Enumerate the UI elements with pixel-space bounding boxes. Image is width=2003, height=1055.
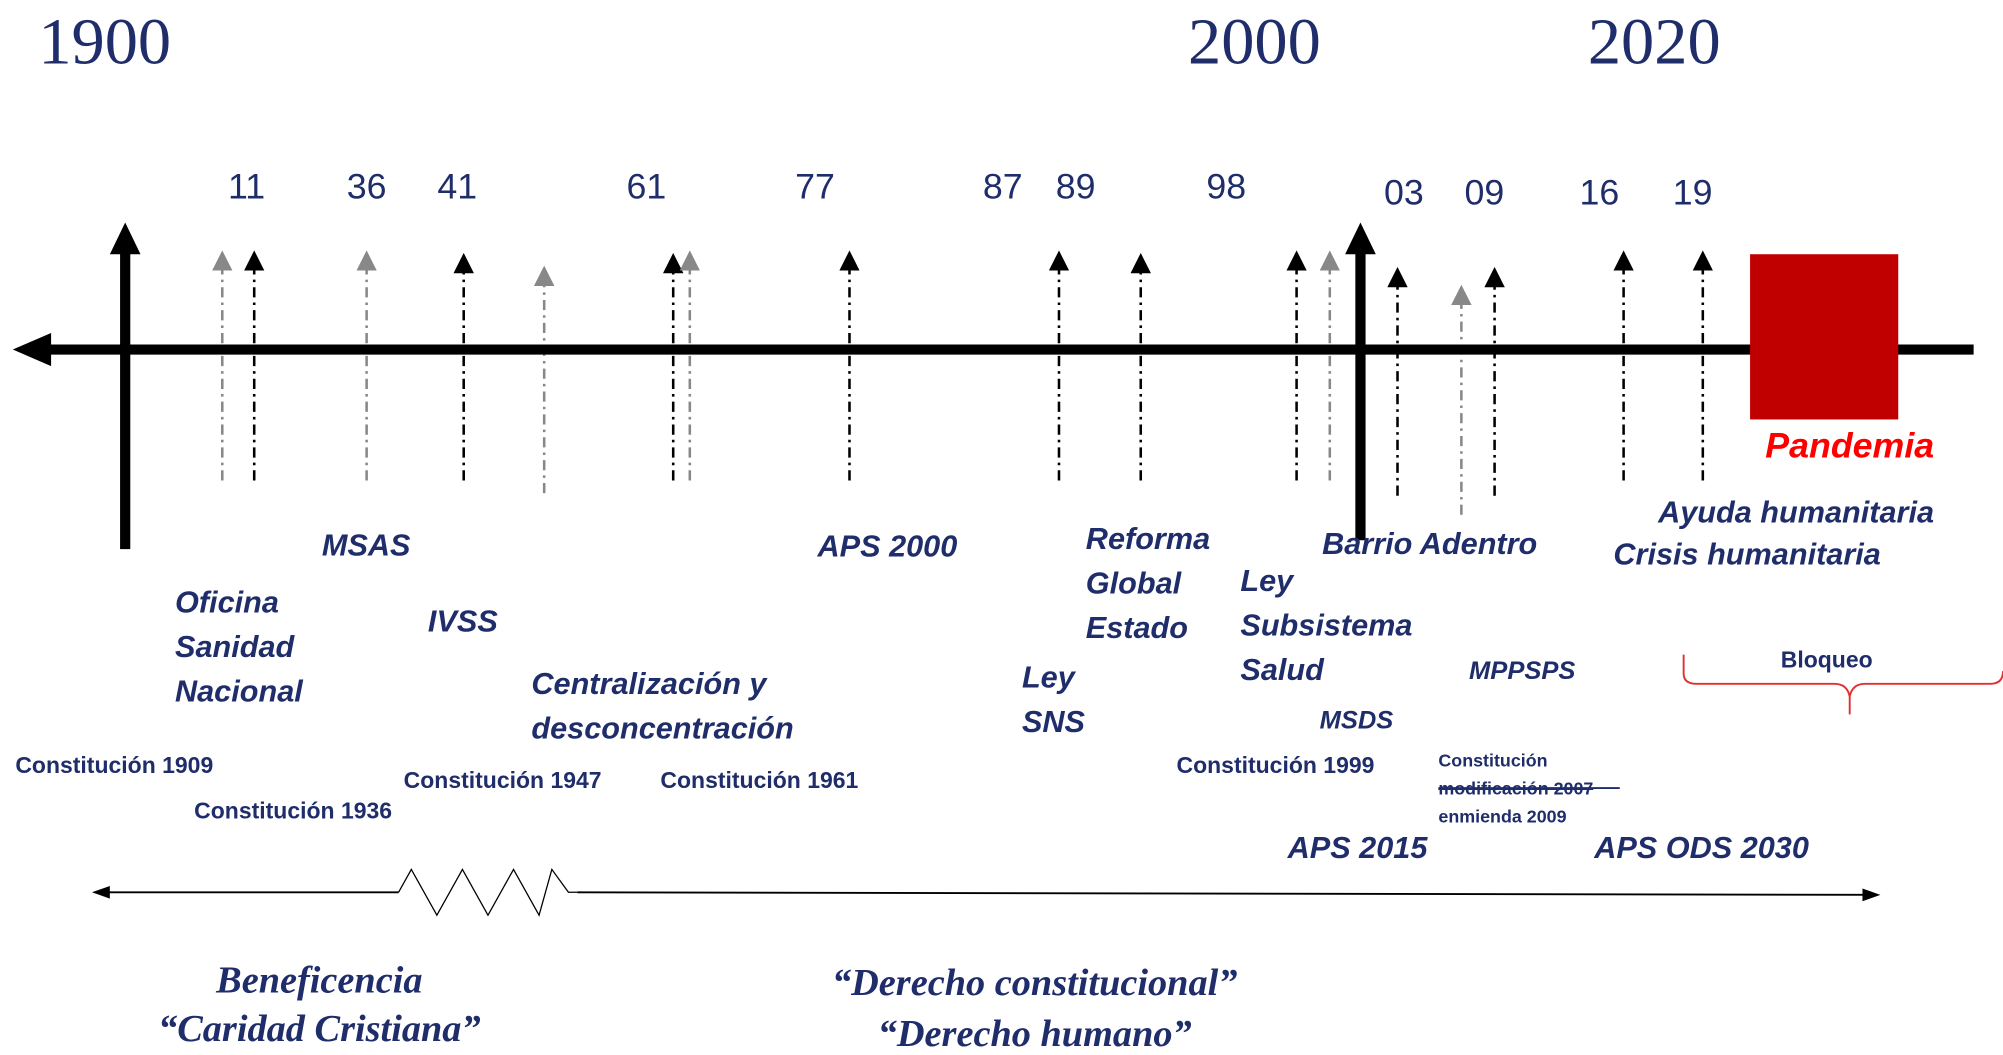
event: Sanidad bbox=[175, 630, 296, 664]
year: 19 bbox=[1673, 173, 1713, 213]
year: 36 bbox=[347, 166, 387, 206]
event: Subsistema bbox=[1240, 609, 1412, 643]
constitution: Constitución 1947 bbox=[404, 767, 602, 793]
eras: 1900 2000 2020 bbox=[38, 6, 1720, 79]
event: Nacional bbox=[175, 675, 304, 709]
year: 09 bbox=[1464, 173, 1504, 213]
event: Ley bbox=[1022, 661, 1077, 695]
event: Ley bbox=[1240, 564, 1295, 598]
period-axis bbox=[91, 867, 1881, 917]
constitution-note: Constitución bbox=[1438, 751, 1547, 771]
event: Ayuda humanitaria bbox=[1657, 495, 1934, 529]
year: 77 bbox=[795, 166, 835, 206]
event: Global bbox=[1086, 567, 1183, 601]
event: Salud bbox=[1240, 653, 1325, 687]
constitution: Constitución 1999 bbox=[1177, 752, 1375, 778]
constitution: Constitución 1936 bbox=[194, 798, 392, 824]
event: Reforma bbox=[1086, 522, 1210, 556]
period-label: Beneficencia bbox=[215, 960, 422, 1002]
constitution: Constitución 1961 bbox=[660, 767, 858, 793]
period-label: “Derecho constitucional” bbox=[832, 962, 1238, 1004]
event: MSDS bbox=[1320, 706, 1394, 734]
year: 87 bbox=[983, 166, 1023, 206]
event: IVSS bbox=[428, 605, 498, 639]
era-label: 1900 bbox=[38, 6, 171, 79]
event: Centralización y bbox=[531, 667, 768, 701]
year: 16 bbox=[1579, 173, 1619, 213]
year: 11 bbox=[228, 166, 265, 206]
era-label: 2020 bbox=[1588, 6, 1721, 79]
year: 61 bbox=[626, 166, 666, 206]
period-label: “Derecho humano” bbox=[878, 1013, 1192, 1055]
event: APS ODS 2030 bbox=[1593, 831, 1809, 865]
pandemic-label: Pandemia bbox=[1765, 426, 1934, 466]
era-label: 2000 bbox=[1188, 6, 1321, 79]
event: Bloqueo bbox=[1781, 646, 1873, 672]
event: MPPSPS bbox=[1469, 657, 1575, 685]
event: Crisis humanitaria bbox=[1613, 537, 1880, 571]
event: Estado bbox=[1086, 611, 1188, 645]
years: 11 36 41 61 77 87 89 98 03 09 16 19 bbox=[228, 166, 1712, 212]
event: MSAS bbox=[322, 529, 411, 563]
events: MSAS Oficina Sanidad Nacional IVSS Centr… bbox=[175, 495, 2003, 865]
dashed-arrows bbox=[212, 250, 1714, 515]
event: APS 2000 bbox=[817, 530, 958, 564]
event: desconcentración bbox=[531, 712, 793, 746]
year: 03 bbox=[1384, 173, 1424, 213]
constitutions: Constitución 1909 Constitución 1936 Cons… bbox=[15, 751, 1620, 826]
year: 89 bbox=[1056, 166, 1096, 206]
event: Barrio Adentro bbox=[1322, 527, 1537, 561]
periods: Beneficencia “Caridad Cristiana” “Derech… bbox=[158, 960, 1237, 1055]
event: APS 2015 bbox=[1287, 831, 1429, 865]
event: SNS bbox=[1022, 705, 1086, 739]
event: Oficina bbox=[175, 586, 279, 620]
main-axis bbox=[12, 222, 1974, 550]
constitution: Constitución 1909 bbox=[15, 752, 213, 778]
constitution-note: enmienda 2009 bbox=[1438, 806, 1566, 826]
year: 98 bbox=[1206, 166, 1246, 206]
period-label: “Caridad Cristiana” bbox=[158, 1008, 481, 1050]
year: 41 bbox=[437, 166, 477, 206]
pandemic-block bbox=[1750, 254, 1899, 420]
